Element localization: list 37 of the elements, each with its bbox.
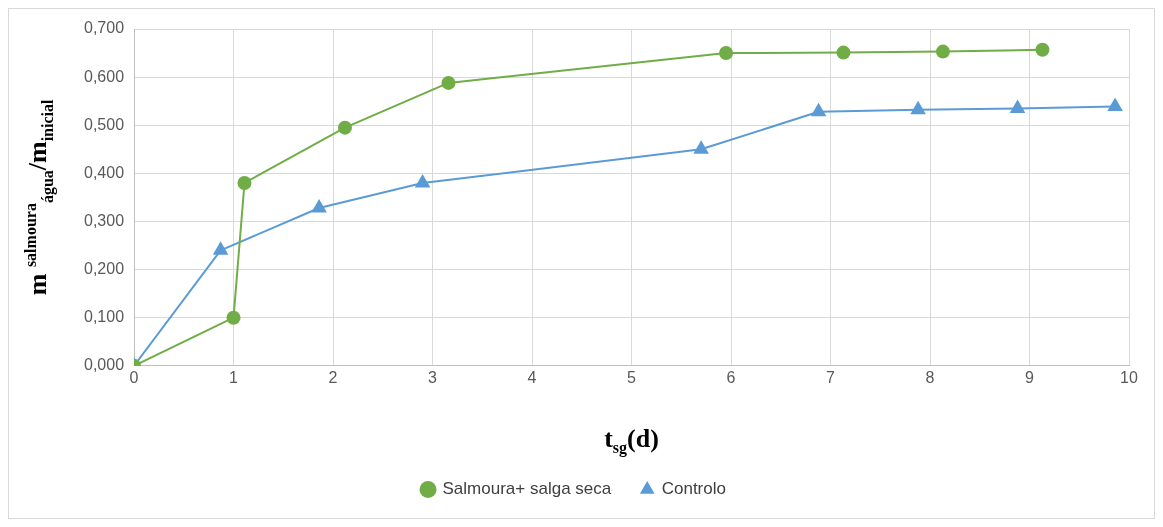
x-tick-label: 9 — [1025, 368, 1035, 386]
x-tick-label: 3 — [428, 368, 438, 386]
point — [836, 45, 851, 60]
y-tick-label: 0,600 — [83, 67, 125, 85]
x-tick-label: 0 — [129, 368, 139, 386]
y-tick-label: 0,200 — [83, 259, 125, 277]
point — [212, 241, 229, 255]
y-tick-label: 0,300 — [83, 211, 125, 229]
x-tick-label: 5 — [627, 368, 637, 386]
point — [1035, 42, 1050, 57]
legend-label: Controlo — [661, 479, 726, 499]
x-tick-label: 10 — [1120, 368, 1138, 386]
x-tick-label: 1 — [229, 368, 239, 386]
x-tick-label: 4 — [527, 368, 537, 386]
point — [810, 102, 827, 117]
x-tick-label: 7 — [826, 368, 836, 386]
point — [1107, 97, 1123, 111]
legend-label: Salmoura+ salga seca — [442, 479, 612, 499]
x-tick-label: 2 — [328, 368, 338, 386]
point — [337, 120, 352, 135]
point — [311, 198, 327, 213]
y-tick-label: 0,100 — [83, 308, 125, 326]
point — [237, 175, 252, 190]
x-tick-label: 8 — [925, 368, 935, 386]
y-axis-title: m salmouraágua/minicial — [21, 98, 57, 296]
point — [935, 44, 950, 59]
y-tick-label: 0,700 — [83, 19, 125, 37]
x-tick-label: 6 — [726, 368, 736, 386]
point — [414, 173, 431, 188]
point — [693, 140, 709, 154]
y-tick-label: 0,400 — [83, 163, 125, 181]
y-tick-label: 0,500 — [83, 115, 125, 133]
point — [1009, 99, 1026, 113]
point — [719, 46, 734, 61]
y-tick-label: 0,000 — [83, 356, 125, 374]
point — [441, 75, 456, 90]
point — [910, 100, 926, 115]
